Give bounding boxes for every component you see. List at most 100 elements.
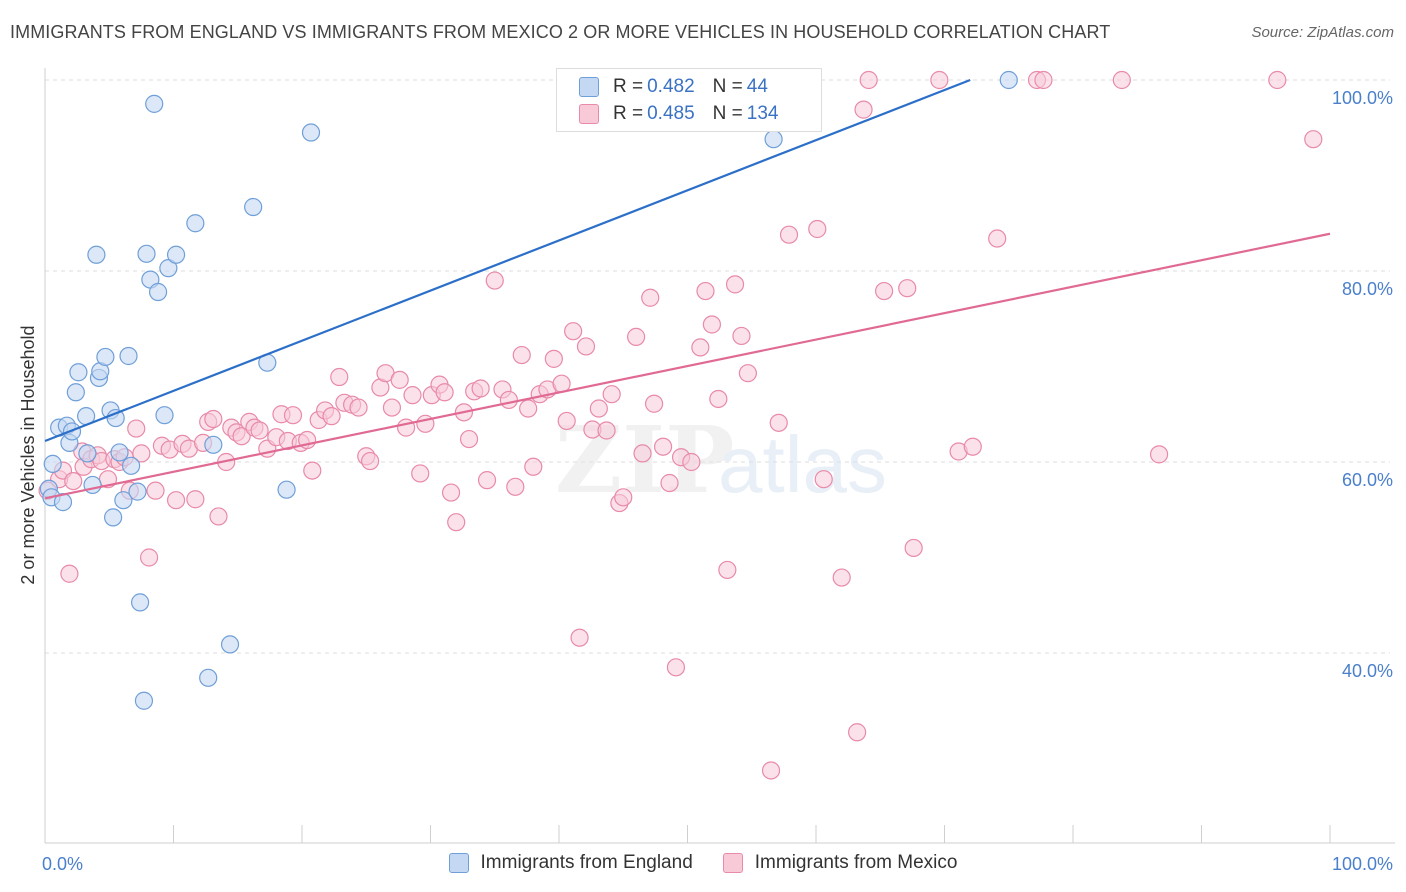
mexico-swatch	[579, 104, 599, 124]
legend-item-england: Immigrants from England	[448, 852, 693, 874]
x-tick-label: 100.0%	[1332, 854, 1393, 874]
mexico-point	[814, 470, 833, 489]
mexico-point	[60, 564, 79, 583]
series-england-points	[39, 70, 1018, 710]
mexico-point	[963, 437, 982, 456]
mexico-point	[1304, 130, 1323, 149]
mexico-point	[564, 322, 583, 341]
mexico-point	[361, 451, 380, 471]
england-n-value: 44	[746, 76, 768, 97]
mexico-point	[283, 406, 303, 425]
mexico-point	[557, 411, 576, 431]
y-tick-label: 80.0%	[1342, 279, 1393, 299]
mexico-point	[477, 471, 497, 490]
series-mexico-points	[38, 70, 1323, 780]
mexico-n-value: 134	[746, 103, 779, 124]
mexico-point	[848, 723, 867, 742]
mexico-point	[732, 326, 751, 346]
mexico-point	[1034, 70, 1053, 90]
england-point	[277, 480, 296, 499]
mexico-n-label: N =	[712, 103, 743, 124]
mexico-point	[435, 383, 454, 402]
mexico-point	[709, 389, 728, 409]
mexico-point	[382, 398, 402, 417]
mexico-legend-swatch	[722, 853, 743, 873]
mexico-point	[411, 464, 430, 483]
mexico-point	[614, 488, 633, 507]
england-point	[96, 347, 115, 367]
england-point	[145, 94, 164, 113]
mexico-point	[403, 386, 422, 405]
mexico-point	[524, 457, 543, 476]
mexico-point	[682, 452, 701, 472]
mexico-point	[441, 483, 461, 502]
england-r-value: 0.482	[647, 76, 695, 97]
england-point	[204, 435, 223, 454]
mexico-point	[633, 444, 652, 463]
england-n-label: N =	[712, 76, 743, 97]
england-trend-line	[44, 78, 971, 443]
mexico-point	[702, 315, 722, 334]
england-point	[220, 635, 240, 654]
mexico-point	[666, 658, 686, 677]
mexico-point	[139, 548, 159, 567]
england-point	[199, 668, 218, 687]
mexico-legend-label: Immigrants from Mexico	[754, 852, 958, 873]
mexico-point	[653, 437, 673, 456]
england-point	[121, 456, 141, 475]
mexico-point	[232, 427, 251, 446]
mexico-point	[570, 628, 589, 647]
axes	[44, 68, 1395, 844]
mexico-point	[691, 338, 710, 357]
england-point	[134, 691, 154, 710]
mexico-point	[544, 349, 563, 368]
mexico-point	[349, 398, 368, 417]
england-point	[155, 406, 174, 425]
england-r-label: R =	[613, 76, 644, 97]
stats-legend: R = 0.482 N = 44 R = 0.485 N = 134	[556, 68, 822, 132]
tick-labels: 40.0% 60.0% 80.0% 100.0% 0.0% 100.0%	[42, 88, 1393, 874]
england-point	[114, 491, 133, 510]
mexico-point	[988, 229, 1007, 248]
svg-text:atlas: atlas	[718, 420, 887, 509]
mexico-point	[127, 419, 146, 438]
mexico-trend-line	[44, 232, 1331, 500]
mexico-point	[447, 513, 466, 532]
england-point	[244, 197, 263, 217]
england-point	[159, 259, 178, 278]
england-point	[87, 245, 106, 264]
mexico-point	[506, 477, 525, 496]
legend-row-england: R = 0.482 N = 44	[579, 74, 768, 100]
england-point	[301, 123, 321, 142]
mexico-point	[597, 421, 616, 440]
mexico-point	[204, 409, 223, 429]
grid-lines	[45, 79, 1390, 654]
mexico-point	[1149, 445, 1169, 464]
mexico-r-value: 0.485	[647, 103, 695, 124]
mexico-point	[725, 275, 745, 294]
england-swatch	[579, 77, 599, 97]
england-point	[104, 508, 123, 527]
mexico-point	[250, 421, 269, 440]
trend-lines	[44, 78, 1331, 500]
mexico-point	[485, 271, 504, 290]
england-point	[110, 443, 129, 462]
mexico-point	[132, 444, 151, 463]
mexico-point	[641, 288, 660, 307]
mexico-point	[576, 337, 596, 356]
england-legend-swatch	[448, 853, 469, 873]
y-tick-label: 60.0%	[1342, 470, 1393, 490]
mexico-point	[626, 327, 646, 346]
mexico-r-label: R =	[613, 103, 644, 124]
chart-title: IMMIGRANTS FROM ENGLAND VS IMMIGRANTS FR…	[10, 22, 1111, 42]
y-axis-label: 2 or more Vehicles in Household	[18, 325, 38, 584]
mexico-point	[738, 364, 757, 383]
england-point	[999, 70, 1018, 90]
mexico-point	[519, 399, 538, 418]
mexico-point	[186, 490, 205, 509]
england-point	[83, 475, 102, 495]
england-point	[78, 444, 97, 463]
mexico-point	[330, 367, 349, 387]
mexico-point	[761, 761, 781, 780]
mexico-point	[644, 394, 664, 413]
